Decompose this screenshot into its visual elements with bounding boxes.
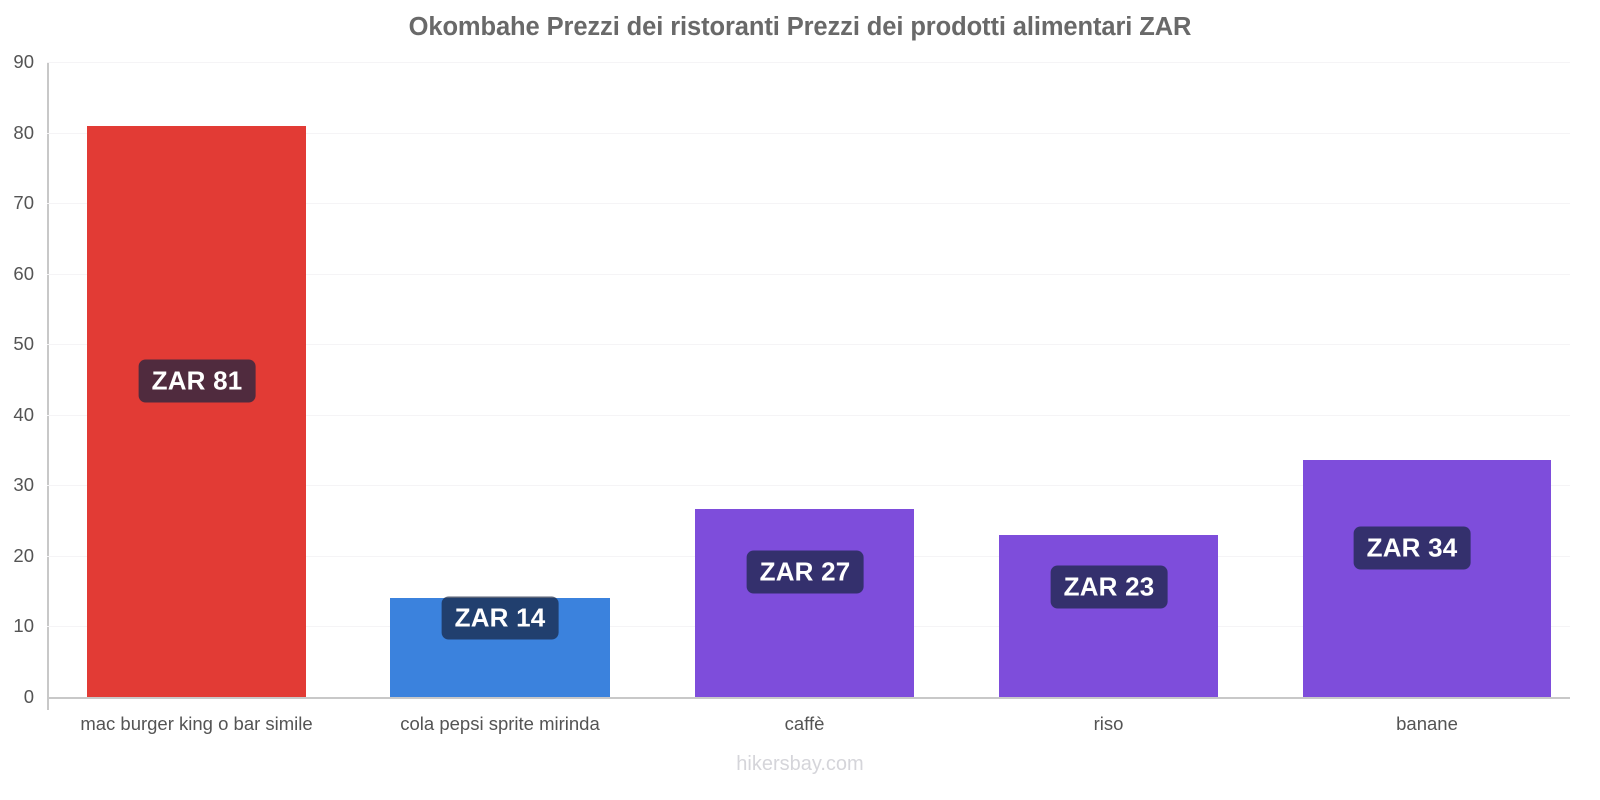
gridline: [47, 273, 1570, 275]
y-tick-label: 70: [13, 191, 34, 213]
bar-value-label: ZAR 34: [1353, 526, 1471, 570]
y-tick-label: 30: [13, 474, 34, 496]
gridline: [47, 414, 1570, 416]
y-tick-label: 50: [13, 332, 34, 354]
x-tick-label: mac burger king o bar simile: [80, 713, 313, 734]
gridline: [47, 203, 1570, 205]
bar-value-label: ZAR 81: [138, 359, 256, 403]
bar[interactable]: [999, 534, 1218, 697]
source-watermark: hikersbay.com: [736, 753, 864, 775]
x-tick-label: banane: [1396, 713, 1458, 734]
gridline: [47, 344, 1570, 346]
y-axis-line: [47, 62, 49, 710]
axis-baseline: [47, 697, 1570, 699]
x-tick-label: riso: [1093, 713, 1124, 734]
gridline: [47, 485, 1570, 487]
bar-value-label: ZAR 14: [441, 596, 559, 640]
bar-value-label: ZAR 23: [1050, 565, 1168, 609]
y-tick-label: 20: [13, 544, 34, 566]
bar[interactable]: [695, 509, 914, 697]
y-tick-label: 10: [13, 615, 34, 637]
y-tick-label: 60: [13, 262, 34, 284]
gridline: [47, 62, 1570, 63]
bar[interactable]: [87, 125, 306, 697]
bar-value-label: ZAR 27: [746, 550, 864, 594]
gridline: [47, 132, 1570, 134]
chart-title: Okombahe Prezzi dei ristoranti Prezzi de…: [408, 13, 1192, 41]
x-tick-label: cola pepsi sprite mirinda: [400, 713, 600, 734]
y-tick-label: 40: [13, 403, 34, 425]
y-tick-label: 80: [13, 121, 34, 143]
bar[interactable]: [1303, 459, 1551, 697]
y-tick-label: 0: [23, 685, 34, 707]
x-tick-label: caffè: [784, 713, 825, 734]
y-tick-label: 90: [13, 50, 34, 72]
plot-area: ZAR 81 ZAR 14 ZAR 27 ZAR 23 ZAR 34: [47, 62, 1570, 699]
